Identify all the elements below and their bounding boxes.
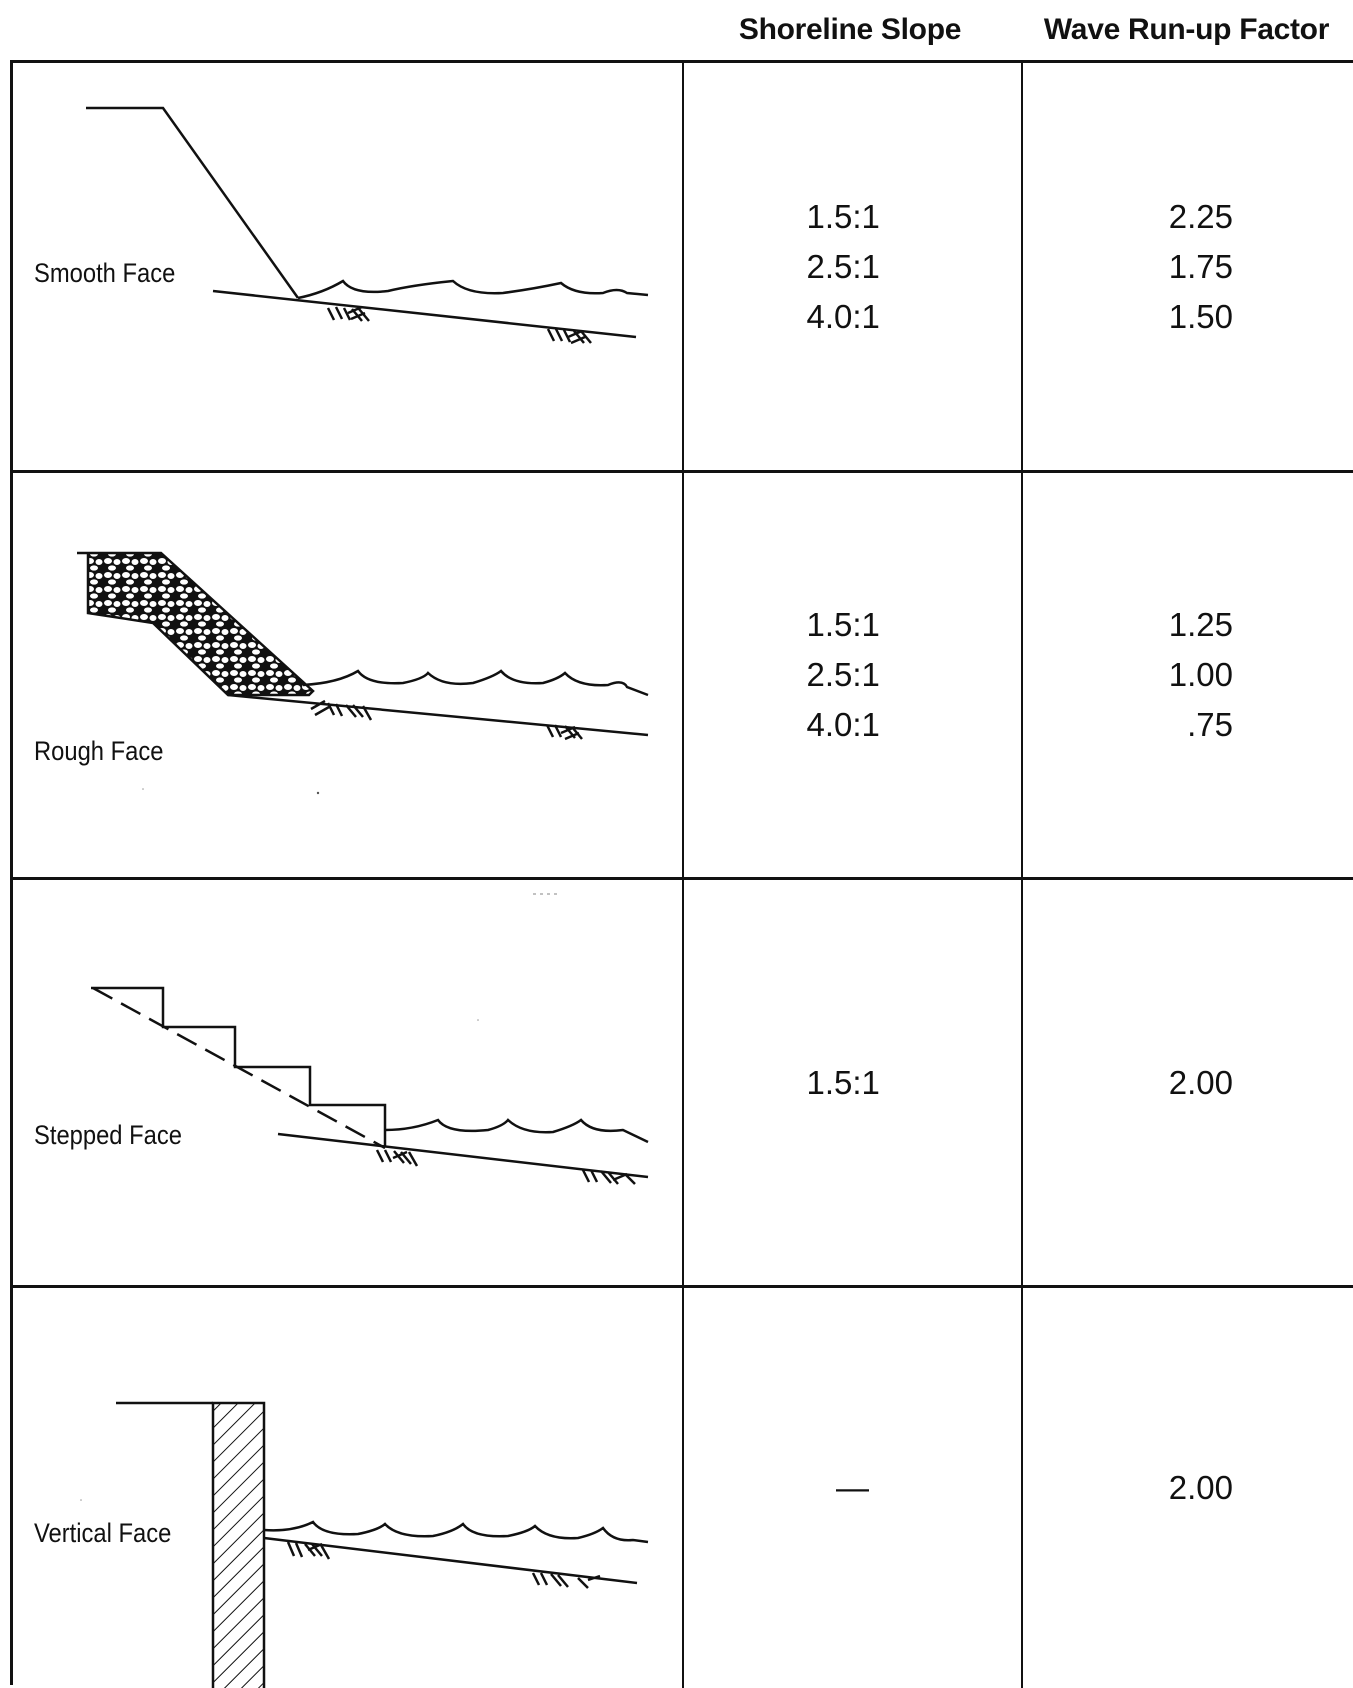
slope-value: 1.5:1	[806, 606, 880, 643]
column-divider	[1021, 63, 1023, 470]
factor-value: 2.00	[1168, 1469, 1233, 1506]
stepped-face-label: Stepped Face	[34, 1120, 182, 1150]
table-row-smooth-face: Smooth Face 1.5:1 2.5:1 4.0:1 2.25 1.75 …	[13, 63, 1353, 473]
table-row-stepped-face: Stepped Face 1.5:1 2.00	[13, 880, 1353, 1288]
wave-runup-factor-header: Wave Run-up Factor	[1043, 13, 1330, 46]
column-divider	[682, 473, 684, 877]
rough-face-label: Rough Face	[34, 736, 164, 766]
vertical-face-label: Vertical Face	[34, 1518, 172, 1548]
slope-value: —	[836, 1469, 869, 1506]
factor-value: 1.50	[1168, 297, 1233, 335]
column-divider	[682, 63, 684, 470]
factor-value: 1.25	[1168, 606, 1233, 643]
slope-value: 2.5:1	[806, 656, 880, 693]
slope-value: 4.0:1	[806, 706, 880, 743]
column-divider	[682, 1288, 684, 1688]
stepped-face-factors: 2.00	[1023, 880, 1353, 1285]
factor-value: 2.00	[1168, 1063, 1233, 1101]
wave-runup-table: Smooth Face 1.5:1 2.5:1 4.0:1 2.25 1.75 …	[10, 60, 1353, 1688]
table-row-vertical-face: Vertical Face — 2.00	[13, 1288, 1353, 1688]
slope-value: 4.0:1	[806, 297, 880, 335]
rough-face-sketch	[77, 551, 649, 795]
slope-value: 1.5:1	[806, 1063, 880, 1101]
vertical-face-slopes: —	[684, 1288, 1021, 1688]
table-row-rough-face: Rough Face 1.5:1 2.5:1 4.0:1 1.25 1.00 .…	[13, 473, 1353, 880]
factor-value: .75	[1187, 706, 1233, 743]
slope-value: 1.5:1	[806, 197, 880, 235]
vertical-face-sketch	[80, 1401, 649, 1688]
smooth-face-sketch	[86, 106, 649, 345]
smooth-face-slopes: 1.5:1 2.5:1 4.0:1	[684, 63, 1021, 470]
shoreline-slope-header: Shoreline Slope	[738, 13, 962, 46]
vertical-face-factors: 2.00	[1023, 1288, 1353, 1688]
smooth-face-factors: 2.25 1.75 1.50	[1023, 63, 1353, 470]
slope-value: 2.5:1	[806, 247, 880, 285]
factor-value: 1.00	[1168, 656, 1233, 693]
column-divider	[1021, 473, 1023, 877]
column-divider	[1021, 880, 1023, 1285]
stepped-face-sketch	[91, 893, 649, 1185]
stepped-face-slopes: 1.5:1	[684, 880, 1021, 1285]
rough-face-slopes: 1.5:1 2.5:1 4.0:1	[684, 473, 1021, 877]
column-divider	[1021, 1288, 1023, 1688]
rough-face-factors: 1.25 1.00 .75	[1023, 473, 1353, 877]
column-divider	[682, 880, 684, 1285]
smooth-face-label: Smooth Face	[34, 258, 176, 288]
factor-value: 2.25	[1168, 197, 1233, 235]
factor-value: 1.75	[1168, 247, 1233, 285]
